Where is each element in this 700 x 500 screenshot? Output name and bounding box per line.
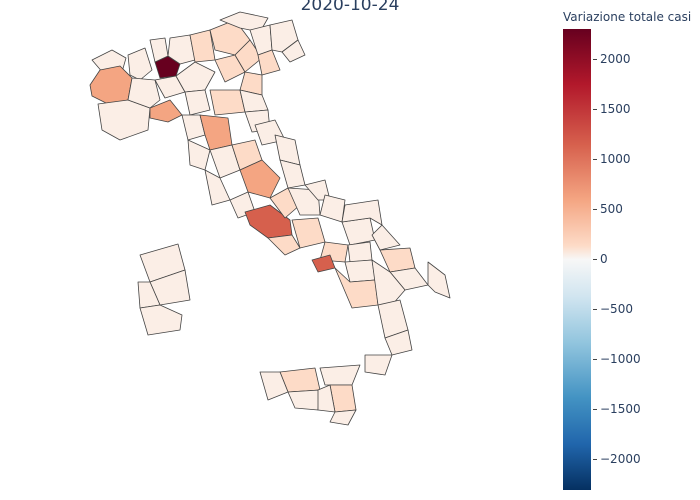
- province-ascoli: [280, 160, 305, 188]
- province-firenze: [200, 115, 232, 150]
- province-pisa: [188, 140, 210, 170]
- province-lecce: [428, 262, 450, 298]
- colorbar-tick: −1000: [593, 352, 641, 366]
- colorbar-tick: 500: [593, 202, 623, 216]
- province-agrigento: [288, 390, 320, 410]
- colorbar-tick: −1500: [593, 402, 641, 416]
- province-ferrara: [240, 90, 268, 112]
- province-pescara: [320, 195, 345, 222]
- province-bologna: [210, 90, 245, 115]
- province-avellino: [345, 260, 375, 282]
- colorbar-tick: 0: [593, 252, 608, 266]
- italy-choropleth-map[interactable]: [0, 0, 560, 500]
- colorbar-tick: 1500: [593, 102, 631, 116]
- colorbar-tick: 2000: [593, 52, 631, 66]
- province-reggio-calabria: [365, 355, 392, 375]
- province-benevento: [348, 242, 372, 262]
- province-parma: [185, 90, 210, 115]
- province-cuneo: [98, 100, 150, 140]
- province-cagliari: [140, 305, 182, 335]
- province-treviso: [258, 50, 280, 75]
- province-latina: [268, 235, 300, 255]
- province-ancona: [275, 135, 300, 165]
- province-torino: [90, 66, 132, 104]
- colorbar-tick: −2000: [593, 452, 641, 466]
- colorbar-tick: 1000: [593, 152, 631, 166]
- colorbar-title: Variazione totale casi: [563, 10, 691, 24]
- province-messina: [320, 365, 360, 385]
- colorbar-tick: −500: [593, 302, 633, 316]
- province-bat: [372, 225, 400, 250]
- colorbar: [563, 29, 591, 490]
- province-campobasso: [342, 218, 375, 245]
- province-novara: [128, 48, 152, 80]
